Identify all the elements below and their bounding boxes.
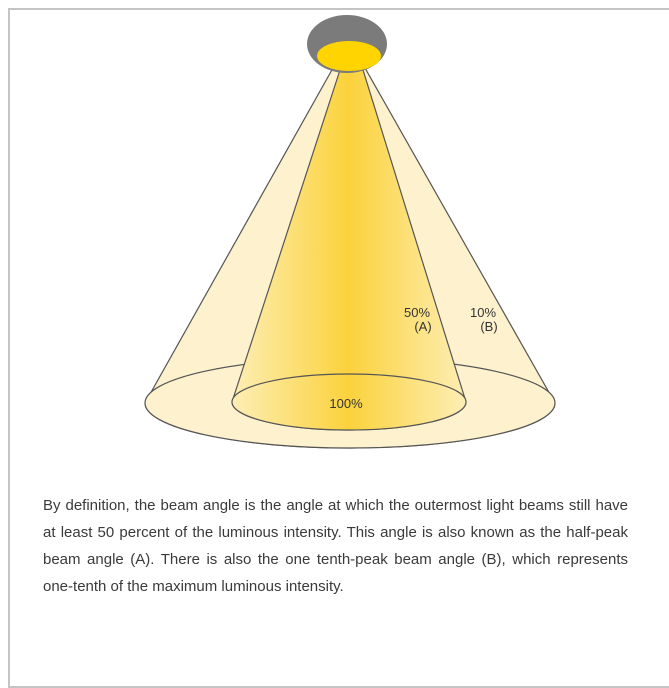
description: By definition, the beam angle is the ang…: [43, 492, 628, 600]
label: (A): [414, 319, 431, 334]
lamp-light: [317, 41, 381, 71]
beam-diagram: 50% (A) 10% (B) 100%: [0, 0, 669, 480]
page: {"diagram": {"labels": {"half_peak_perce…: [0, 0, 669, 662]
label: 100%: [329, 396, 363, 411]
label: (B): [480, 319, 497, 334]
label: 50%: [404, 305, 430, 320]
label: 10%: [470, 305, 496, 320]
